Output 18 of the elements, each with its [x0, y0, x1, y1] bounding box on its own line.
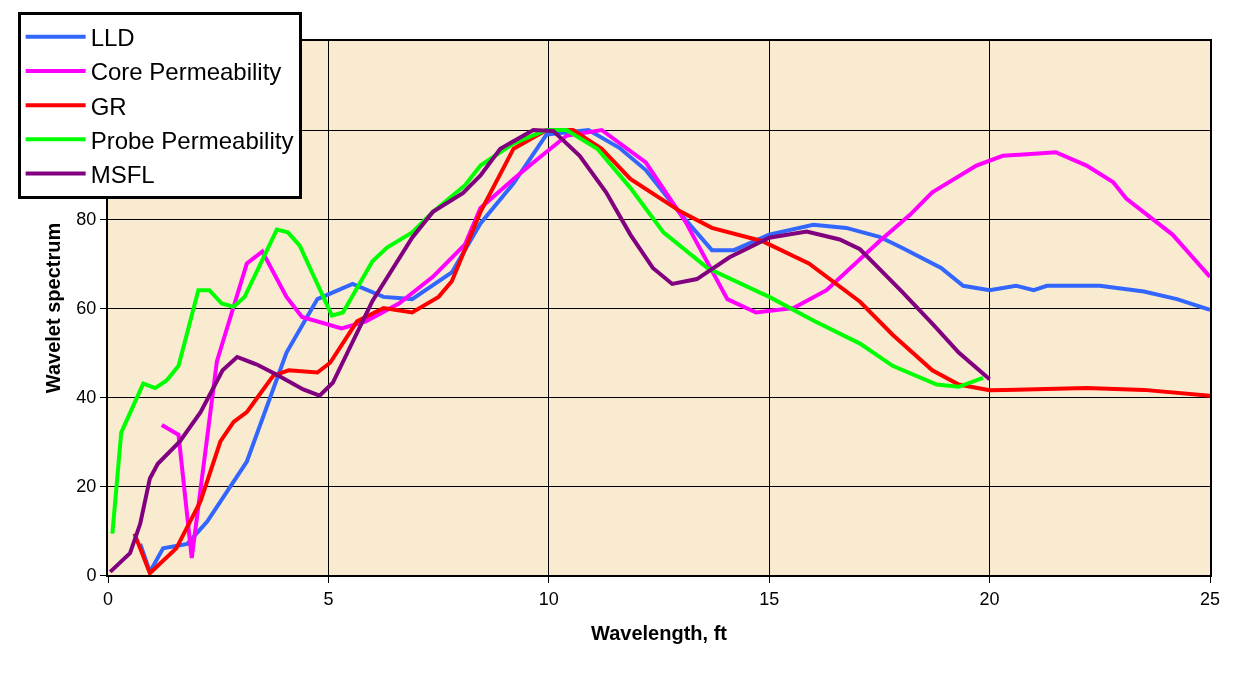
x-axis-title: Wavelength, ft	[591, 621, 728, 644]
y-tick-label: 60	[76, 298, 97, 319]
legend-label: LLD	[90, 24, 135, 52]
y-axis-title: Wavelet spectrum	[42, 222, 65, 394]
x-tick-label: 15	[759, 588, 780, 609]
x-tick-label: 25	[1199, 588, 1221, 609]
x-tick-label: 0	[102, 588, 114, 609]
y-tick-label: 0	[86, 565, 97, 586]
y-tick-label: 80	[76, 209, 97, 230]
legend-label: MSFL	[90, 160, 155, 188]
legend-label: Core Permeability	[90, 58, 282, 86]
y-tick-label: 20	[76, 476, 97, 497]
x-tick-label: 20	[979, 588, 1000, 609]
legend-label: Probe Permeability	[90, 126, 294, 154]
x-tick-label: 10	[538, 588, 559, 609]
legend-label: GR	[90, 92, 127, 120]
x-tick-label: 5	[323, 588, 334, 609]
y-tick-label: 40	[76, 387, 97, 408]
